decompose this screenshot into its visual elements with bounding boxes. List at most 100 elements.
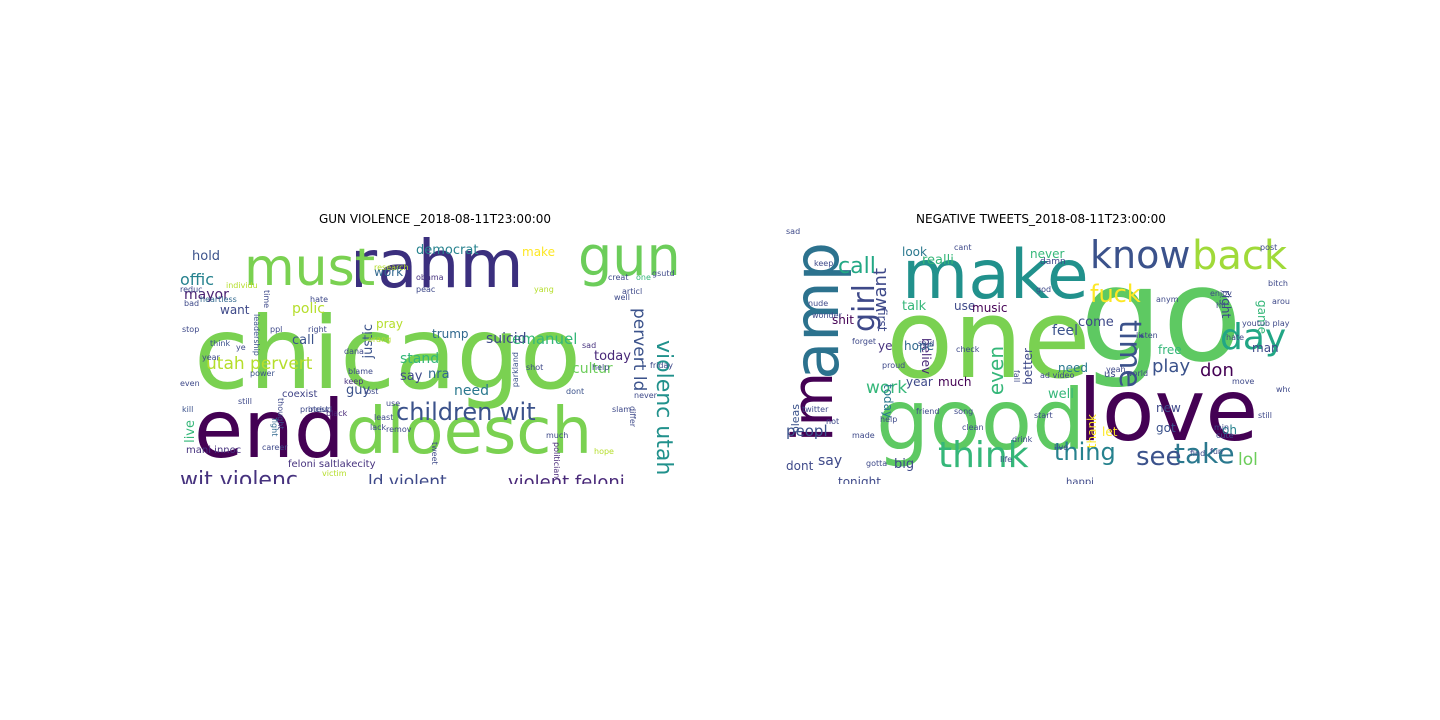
word-shot: shot bbox=[526, 363, 544, 372]
word-thank: thank bbox=[1085, 414, 1099, 449]
word-talk: talk bbox=[902, 299, 927, 314]
word-ld-violent: ld violent bbox=[368, 472, 447, 485]
word-right: right bbox=[308, 325, 327, 334]
word-music: music bbox=[972, 301, 1008, 315]
word-start: start bbox=[1034, 411, 1053, 420]
word-today: today bbox=[594, 349, 631, 364]
word-dloesch: dloesch bbox=[346, 395, 593, 469]
word-even: even bbox=[180, 379, 200, 388]
word-fuck: fuck bbox=[1090, 280, 1141, 308]
word-day: day bbox=[1220, 317, 1287, 358]
word-creat: creat bbox=[608, 273, 629, 282]
word-twitter: twitter bbox=[802, 405, 829, 414]
word-ad-video: ad video bbox=[1040, 371, 1075, 380]
word-say: say bbox=[818, 453, 843, 469]
wordcloud-panel-negative-tweets: NEGATIVE TWEETS_2018-08-11T23:00:00 go on… bbox=[786, 212, 1296, 484]
word-yeah: yeah bbox=[1106, 365, 1126, 374]
word-bad: bad bbox=[184, 299, 200, 308]
word-need: need bbox=[454, 383, 489, 399]
word-new: new bbox=[1156, 401, 1181, 415]
word-violent-feloni: violent feloni bbox=[508, 472, 625, 485]
word-world: world bbox=[1126, 369, 1149, 378]
word-love: love bbox=[1078, 361, 1259, 461]
word-stand: stand bbox=[400, 351, 440, 367]
word-individu: individu bbox=[226, 281, 258, 290]
word-victim: victim bbox=[322, 469, 347, 478]
word-game: game bbox=[1255, 300, 1269, 335]
word-polic: polic bbox=[292, 301, 325, 317]
word-us: us bbox=[1104, 369, 1116, 380]
word-forget: forget bbox=[852, 337, 876, 346]
word-well: well bbox=[1048, 387, 1074, 402]
word-one: one bbox=[886, 275, 1091, 403]
word-around: around bbox=[1272, 297, 1290, 306]
word-much: much bbox=[938, 375, 972, 389]
word-hate: hate bbox=[1226, 333, 1245, 342]
word-heartless: heartless bbox=[200, 295, 237, 304]
word-said: said bbox=[918, 339, 935, 348]
word-work: work bbox=[374, 265, 404, 279]
word-shit: shit bbox=[832, 313, 854, 327]
word-say: say bbox=[400, 369, 423, 384]
word-pray: pray bbox=[376, 317, 404, 331]
word-need: need bbox=[1058, 361, 1088, 375]
word-don: don bbox=[1200, 360, 1234, 381]
word-realli: realli bbox=[922, 253, 954, 268]
word-orang: orang bbox=[368, 335, 392, 344]
word-children-wit: children wit bbox=[396, 398, 536, 426]
word-got: got bbox=[1156, 421, 1176, 435]
word-hate: hate bbox=[310, 295, 329, 304]
word-dont: dont bbox=[786, 459, 814, 473]
word-think: think bbox=[210, 339, 231, 348]
word-use: use bbox=[386, 399, 401, 408]
word-damn: damn bbox=[1040, 257, 1066, 267]
word-see: see bbox=[1136, 442, 1182, 472]
word-hope: hope bbox=[904, 339, 934, 353]
word-articl: articl bbox=[622, 287, 643, 296]
panel-title: NEGATIVE TWEETS_2018-08-11T23:00:00 bbox=[916, 212, 1166, 226]
word-right: right bbox=[1219, 290, 1233, 319]
word-fight: fight bbox=[270, 418, 279, 437]
word-think: think bbox=[938, 435, 1029, 476]
word-power: power bbox=[250, 369, 275, 378]
word-career: career bbox=[262, 443, 288, 452]
wordcloud: chicago rahm gun must end dloesch children wit… bbox=[180, 228, 684, 484]
word-peac: peac bbox=[416, 285, 436, 294]
word-research: research bbox=[374, 263, 409, 272]
word-gsutd: gsutd bbox=[652, 269, 675, 278]
word-let: let bbox=[1102, 425, 1118, 439]
word-gotta: gotta bbox=[866, 459, 888, 468]
word-call: call bbox=[292, 333, 315, 348]
word-make: make bbox=[522, 245, 555, 259]
word-thought: thought bbox=[276, 398, 285, 430]
word-much: much bbox=[546, 431, 569, 440]
word-reduc: reduc bbox=[180, 285, 203, 294]
word-coexist: coexist bbox=[282, 389, 318, 400]
word-parkland: parkland bbox=[511, 352, 520, 388]
word-sad: sad bbox=[786, 228, 801, 236]
word-whole: whole bbox=[1276, 385, 1290, 394]
word-obama: obama bbox=[416, 273, 444, 282]
word-take: take bbox=[1174, 437, 1235, 470]
word-ye: ye bbox=[878, 339, 893, 353]
word-post: post bbox=[1260, 243, 1278, 252]
word-free: free bbox=[1158, 343, 1182, 357]
word-fall: fall bbox=[1012, 370, 1021, 383]
word-feloni-saltlakecity: feloni saltlakecity bbox=[288, 459, 376, 470]
word-made: made bbox=[852, 431, 875, 440]
word-year: year bbox=[202, 353, 220, 362]
word-time: time bbox=[1112, 320, 1147, 388]
word-believ: believ bbox=[919, 338, 933, 375]
word-friday: friday bbox=[650, 361, 674, 370]
word-gun: gun bbox=[578, 228, 681, 288]
word-come: come bbox=[1078, 315, 1114, 330]
word-lol: lol bbox=[1238, 450, 1258, 470]
word-stop: stop bbox=[182, 325, 200, 334]
word-hold: hold bbox=[192, 249, 221, 264]
word-must: must bbox=[244, 238, 376, 298]
word-good: good bbox=[876, 371, 1086, 469]
word-call: call bbox=[838, 254, 876, 279]
word-go: go bbox=[1080, 239, 1243, 391]
word-dont: dont bbox=[566, 387, 585, 396]
word-still: still bbox=[238, 397, 252, 406]
